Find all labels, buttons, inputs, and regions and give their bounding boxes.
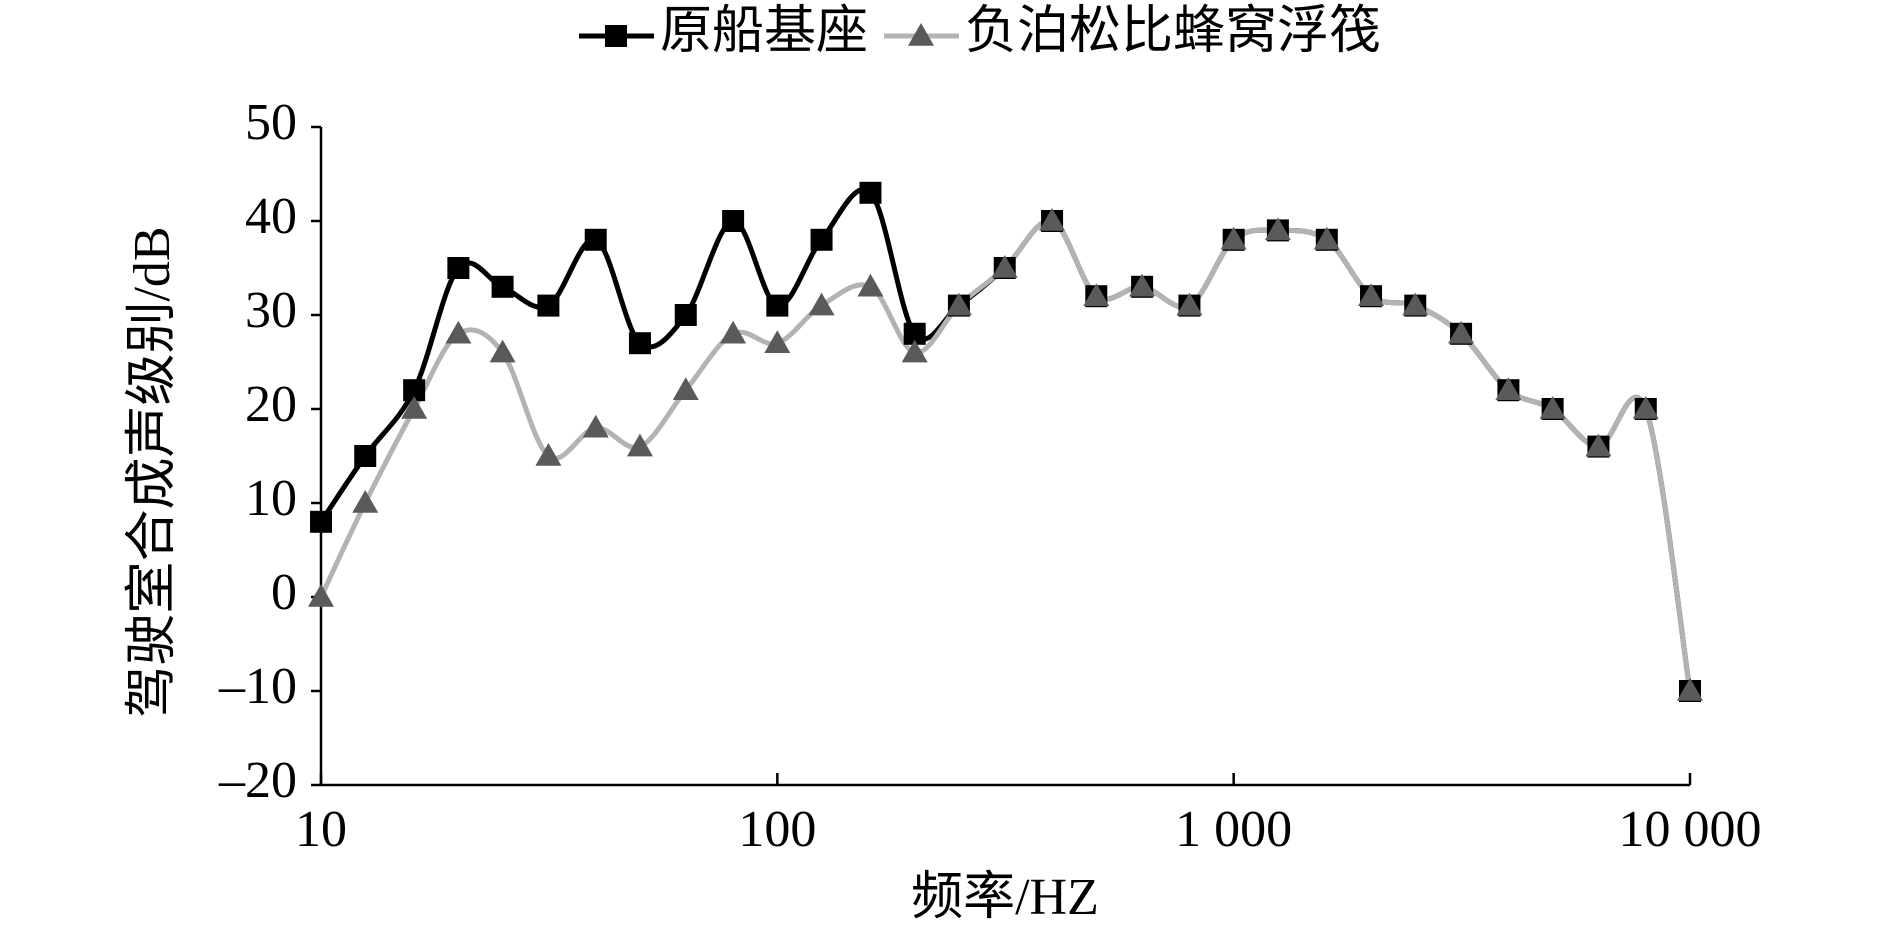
point bbox=[1313, 226, 1340, 250]
point bbox=[859, 181, 882, 204]
point bbox=[537, 294, 560, 317]
point bbox=[308, 584, 334, 607]
x-tick-label: 1 000 bbox=[1175, 801, 1292, 858]
point bbox=[720, 320, 747, 344]
point bbox=[1264, 217, 1291, 241]
y-axis-title: 驾驶室合成声级别/dB bbox=[124, 226, 181, 717]
y-tick-label: 10 bbox=[245, 470, 297, 527]
legend-label: 原船基座 bbox=[660, 3, 868, 60]
y-tick-label: 50 bbox=[245, 94, 297, 151]
point bbox=[628, 332, 651, 355]
legend-marker bbox=[908, 23, 934, 46]
point bbox=[1129, 273, 1156, 297]
point bbox=[491, 275, 514, 298]
point bbox=[626, 433, 653, 457]
point bbox=[401, 396, 428, 419]
point bbox=[447, 257, 470, 279]
point bbox=[903, 322, 926, 345]
point bbox=[582, 414, 609, 438]
point bbox=[901, 339, 928, 363]
legend-marker bbox=[605, 25, 627, 47]
point bbox=[403, 379, 426, 402]
point bbox=[991, 255, 1018, 278]
point bbox=[445, 320, 472, 344]
point bbox=[352, 490, 379, 513]
point bbox=[1585, 433, 1612, 457]
point bbox=[535, 443, 562, 466]
point bbox=[808, 292, 835, 316]
point bbox=[354, 445, 377, 467]
point bbox=[1358, 283, 1385, 306]
x-tick-label: 10 000 bbox=[1619, 801, 1762, 858]
legend-label: 负泊松比蜂窝浮筏 bbox=[965, 3, 1381, 60]
point bbox=[1083, 283, 1110, 306]
point bbox=[945, 292, 972, 316]
x-axis-title: 频率/HZ bbox=[911, 869, 1099, 926]
point bbox=[672, 377, 699, 400]
point bbox=[489, 339, 516, 363]
point bbox=[1039, 208, 1066, 231]
point bbox=[1402, 292, 1429, 316]
point bbox=[310, 510, 332, 533]
y-tick-label: 0 bbox=[271, 564, 297, 621]
x-tick-label: 100 bbox=[738, 801, 816, 858]
point bbox=[1495, 377, 1522, 400]
point bbox=[1220, 226, 1247, 250]
x-tick-label: 10 bbox=[295, 801, 347, 858]
point bbox=[764, 330, 791, 353]
y-tick-label: 20 bbox=[245, 376, 297, 433]
point bbox=[1539, 396, 1566, 419]
point bbox=[766, 294, 789, 317]
y-tick-label: 40 bbox=[245, 188, 297, 245]
point bbox=[810, 228, 833, 251]
y-tick-label: 30 bbox=[245, 282, 297, 339]
point bbox=[1632, 396, 1659, 419]
point bbox=[584, 228, 607, 251]
point bbox=[1176, 292, 1203, 316]
series-line bbox=[318, 218, 1693, 692]
point bbox=[722, 210, 745, 232]
point bbox=[1448, 320, 1475, 344]
point bbox=[1677, 678, 1703, 701]
y-tick-label: –20 bbox=[218, 752, 297, 809]
point bbox=[674, 304, 697, 326]
point bbox=[857, 273, 884, 297]
y-tick-label: –10 bbox=[218, 658, 297, 715]
